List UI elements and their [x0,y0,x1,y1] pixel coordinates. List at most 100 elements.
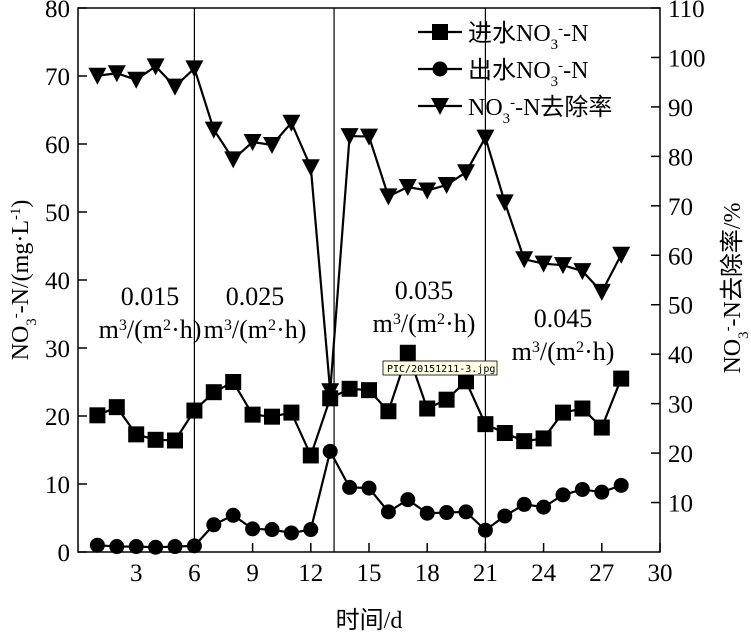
data-point-triangle-down [204,121,223,139]
x-tick-label: 24 [531,560,557,587]
x-tick-label: 3 [130,560,143,587]
data-point-square [244,406,261,423]
y-tick-label: 30 [45,336,70,363]
phase-rate-label: 0.045 [534,304,593,333]
data-point-triangle-down [321,383,340,401]
data-point-square [496,425,513,441]
data-point-triangle-down [127,71,146,89]
data-point-triangle-down [554,257,572,275]
data-point-circle [574,481,590,497]
x-tick-label: 12 [298,560,323,587]
legend-marker-triangle-down [431,98,449,115]
data-point-square [574,400,591,417]
data-point-square [555,404,571,421]
phase-rate-label: 0.015 [121,282,180,311]
legend-label: 出水NO3--N [468,57,588,90]
phase-rate-label: 0.025 [226,282,285,311]
legend: 进水NO3--N 出水NO3--N NO3--N去除率 [418,20,612,127]
data-point-triangle-down [398,179,417,197]
y2-tick-label: 90 [668,95,693,122]
data-point-triangle-down [166,78,184,96]
data-point-circle [322,443,338,459]
data-point-square [302,447,319,464]
data-point-square [108,399,125,416]
data-point-triangle-down [379,188,398,206]
series-line-2 [97,64,623,392]
data-point-circle [342,479,358,495]
y2-tick-label: 110 [668,0,705,23]
data-point-circle [477,522,493,538]
phase-annotations: 0.015 m3/(m2·h) 0.025 m3/(m2·h) 0.035 m3/(m2·… [99,276,615,376]
legend-marker-square [432,24,448,40]
y2-tick-label: 60 [668,243,693,270]
plot-frame [77,7,661,553]
data-point-circle [264,522,280,538]
data-point-square [361,382,377,399]
image-caption-tooltip: PIC/20151211-3.jpg [382,360,498,376]
y2-tick-label: 100 [668,45,706,72]
y-tick-label: 50 [45,200,70,227]
series-group [88,58,631,555]
series-line-0 [96,349,623,459]
data-point-square [477,416,494,433]
data-point-square [341,380,358,397]
data-point-triangle-down [457,164,475,182]
phase-unit-label: m3/(m2·h) [373,309,476,338]
x-tick-label: 21 [473,560,498,587]
data-point-circle [458,504,474,520]
data-point-triangle-down [224,151,243,169]
data-point-square [399,344,416,361]
phase-rate-label: 0.035 [395,276,454,305]
y-tick-label: 20 [45,404,70,431]
x-tick-label: 9 [246,560,259,587]
data-point-triangle-down [495,194,514,212]
data-point-square [516,433,533,450]
data-point-circle [419,505,435,521]
y2-tick-label: 50 [668,293,693,320]
data-point-square [593,419,610,436]
data-point-circle [536,499,552,515]
data-point-square [380,403,397,420]
data-point-circle [245,521,261,537]
data-point-square [283,404,300,421]
y-tick-label: 60 [45,132,70,159]
data-point-triangle-down [534,255,553,273]
data-point-triangle-down [282,114,301,132]
legend-marker-circle [432,61,448,77]
data-point-triangle-down [360,128,378,146]
data-point-circle [283,525,299,541]
plot-area [77,7,661,553]
y-tick-label: 80 [45,0,70,23]
data-point-square [225,374,242,390]
y2-tick-label: 30 [668,392,693,419]
phase-unit-label: m3/(m2·h) [512,337,615,366]
data-point-square [89,407,106,424]
data-point-square [147,431,164,448]
data-point-triangle-down [515,251,534,269]
data-point-triangle-down [185,60,204,78]
data-point-circle [400,492,416,508]
data-point-triangle-down [301,159,320,177]
tooltip-box [382,360,498,376]
y-tick-label: 0 [58,540,71,567]
data-point-triangle-down [437,177,456,195]
data-point-square [613,370,630,387]
data-point-square [128,426,145,443]
data-point-square [535,430,552,447]
data-point-triangle-down [340,128,359,146]
data-point-circle [613,477,629,493]
axes: 3 6 9 12 15 18 21 24 27 30 0 10 20 30 40 50 60 70 80 10 20 30… [8,0,751,634]
y2-tick-label: 10 [668,491,693,518]
data-point-circle [516,496,532,512]
data-point-circle [497,508,513,524]
x-tick-label: 15 [357,560,382,587]
y2-tick-label: 20 [668,441,693,468]
data-point-triangle-down [146,58,165,76]
data-point-triangle-down [107,65,126,83]
data-point-square [264,408,280,425]
y-tick-label: 70 [45,64,70,91]
data-point-circle [128,539,144,555]
data-point-circle [439,505,455,521]
data-point-circle [361,480,377,496]
data-point-square [458,373,474,390]
